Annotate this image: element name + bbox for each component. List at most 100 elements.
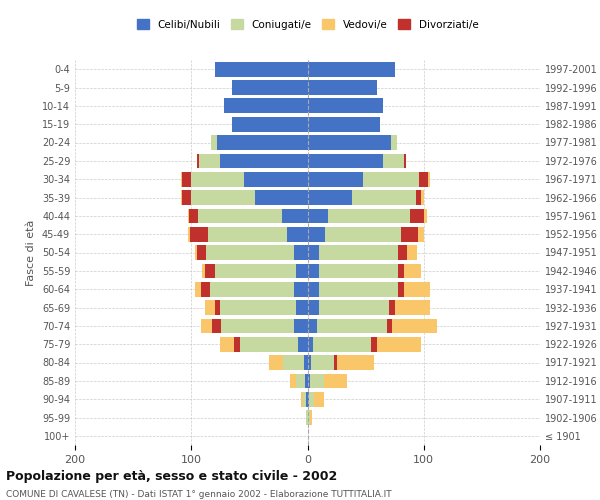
Bar [308, 80, 377, 95]
Bar [181, 172, 182, 186]
Bar [215, 264, 296, 278]
Bar [188, 227, 190, 242]
Bar [191, 172, 244, 186]
Bar [220, 337, 234, 351]
Bar [308, 392, 314, 406]
Bar [308, 355, 311, 370]
Bar [182, 172, 191, 186]
Bar [308, 300, 319, 315]
Bar [308, 227, 325, 242]
Bar [190, 227, 208, 242]
Bar [188, 208, 189, 223]
Bar [377, 337, 421, 351]
Bar [304, 355, 308, 370]
Bar [197, 245, 206, 260]
Bar [232, 80, 308, 95]
Bar [282, 208, 308, 223]
Bar [398, 282, 404, 296]
Bar [334, 355, 337, 370]
Bar [424, 208, 427, 223]
Bar [308, 337, 313, 351]
Bar [319, 245, 398, 260]
Bar [220, 154, 308, 168]
Bar [211, 135, 217, 150]
Bar [220, 300, 296, 315]
Bar [307, 392, 308, 406]
Bar [416, 190, 421, 205]
Bar [221, 318, 293, 333]
Bar [421, 190, 424, 205]
Bar [324, 374, 347, 388]
Bar [392, 318, 437, 333]
Bar [293, 282, 308, 296]
Bar [325, 227, 401, 242]
Bar [212, 318, 221, 333]
Bar [404, 154, 406, 168]
Bar [308, 264, 319, 278]
Bar [210, 282, 293, 296]
Bar [398, 264, 404, 278]
Bar [407, 245, 417, 260]
Bar [189, 208, 198, 223]
Bar [287, 227, 308, 242]
Bar [308, 62, 395, 76]
Bar [202, 264, 205, 278]
Bar [418, 227, 424, 242]
Bar [308, 318, 317, 333]
Bar [386, 318, 392, 333]
Bar [283, 355, 304, 370]
Bar [208, 227, 287, 242]
Bar [308, 172, 364, 186]
Bar [308, 117, 380, 132]
Bar [314, 392, 324, 406]
Bar [319, 282, 398, 296]
Bar [308, 245, 319, 260]
Bar [404, 282, 430, 296]
Bar [224, 98, 308, 113]
Bar [364, 172, 419, 186]
Text: Popolazione per età, sesso e stato civile - 2002: Popolazione per età, sesso e stato civil… [6, 470, 337, 483]
Bar [206, 245, 293, 260]
Bar [200, 282, 210, 296]
Bar [181, 190, 182, 205]
Bar [197, 154, 199, 168]
Bar [308, 154, 383, 168]
Bar [217, 135, 308, 150]
Bar [240, 337, 298, 351]
Bar [232, 117, 308, 132]
Bar [293, 245, 308, 260]
Bar [244, 172, 308, 186]
Bar [293, 318, 308, 333]
Bar [308, 98, 383, 113]
Bar [305, 374, 308, 388]
Bar [195, 282, 200, 296]
Bar [298, 337, 308, 351]
Text: COMUNE DI CAVALESE (TN) - Dati ISTAT 1° gennaio 2002 - Elaborazione TUTTITALIA.I: COMUNE DI CAVALESE (TN) - Dati ISTAT 1° … [6, 490, 392, 499]
Bar [389, 300, 395, 315]
Bar [383, 154, 404, 168]
Bar [419, 172, 428, 186]
Y-axis label: Fasce di età: Fasce di età [26, 220, 36, 286]
Bar [391, 135, 397, 150]
Bar [410, 208, 424, 223]
Bar [319, 300, 389, 315]
Legend: Celibi/Nubili, Coniugati/e, Vedovi/e, Divorziati/e: Celibi/Nubili, Coniugati/e, Vedovi/e, Di… [133, 15, 482, 34]
Bar [195, 245, 197, 260]
Bar [308, 135, 391, 150]
Bar [310, 410, 312, 425]
Bar [308, 282, 319, 296]
Bar [317, 318, 386, 333]
Bar [234, 337, 240, 351]
Bar [205, 264, 215, 278]
Bar [401, 227, 418, 242]
Bar [290, 374, 296, 388]
Bar [296, 300, 308, 315]
Bar [303, 392, 307, 406]
Bar [308, 410, 310, 425]
Bar [308, 190, 352, 205]
Bar [313, 337, 371, 351]
Bar [428, 172, 430, 186]
Bar [310, 374, 324, 388]
Bar [296, 264, 308, 278]
Bar [337, 355, 374, 370]
